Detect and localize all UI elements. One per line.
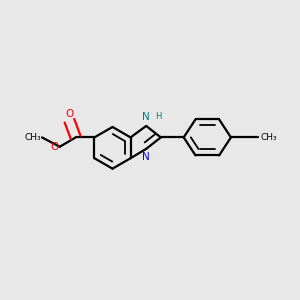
Text: H: H — [155, 112, 162, 121]
Text: O: O — [65, 109, 74, 118]
Text: CH₃: CH₃ — [260, 133, 277, 142]
Text: CH₃: CH₃ — [24, 133, 41, 142]
Text: N: N — [142, 112, 150, 122]
Text: N: N — [142, 152, 150, 162]
Text: O: O — [50, 142, 59, 152]
